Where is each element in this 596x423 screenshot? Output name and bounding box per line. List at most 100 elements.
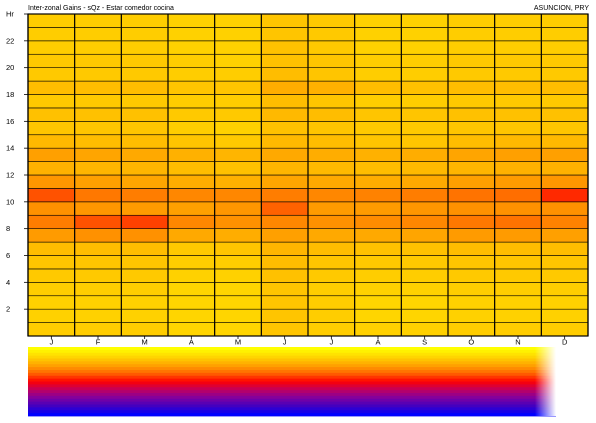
heatmap-cell	[121, 268, 169, 283]
heatmap-cell	[261, 282, 309, 297]
legend-band	[28, 390, 556, 394]
x-tick-label: A	[375, 338, 380, 346]
heatmap-cell	[494, 308, 542, 323]
heatmap-cell	[214, 268, 262, 283]
heatmap-cell	[401, 134, 449, 149]
heatmap-cell	[74, 13, 122, 28]
heatmap-cell	[214, 80, 262, 95]
heatmap-cell	[541, 201, 589, 216]
heatmap-cell	[541, 134, 589, 149]
heatmap-cell	[354, 161, 402, 176]
heatmap-cell	[167, 255, 215, 270]
heatmap-cell	[214, 241, 262, 256]
heatmap-cell	[401, 268, 449, 283]
heatmap-cell	[261, 13, 309, 28]
heatmap-cell	[401, 121, 449, 136]
heatmap-cell	[447, 214, 495, 229]
heatmap-cell	[354, 241, 402, 256]
heatmap-cell	[541, 214, 589, 229]
heatmap-cell	[74, 134, 122, 149]
heatmap-cell	[261, 40, 309, 55]
heatmap-cell	[354, 295, 402, 310]
heatmap-cell	[494, 107, 542, 122]
heatmap-cell	[354, 147, 402, 162]
heatmap-cell	[354, 268, 402, 283]
heatmap-cell	[74, 188, 122, 203]
heatmap-cell	[307, 188, 355, 203]
x-tick-label: N	[515, 338, 520, 346]
heatmap-cell	[121, 295, 169, 310]
y-tick-label: 20	[6, 63, 14, 72]
heatmap-cell	[27, 322, 75, 337]
heatmap-cell	[167, 228, 215, 243]
heatmap-cell	[447, 241, 495, 256]
heatmap-cell	[214, 107, 262, 122]
heatmap-cell	[401, 13, 449, 28]
heatmap-cell	[541, 228, 589, 243]
heatmap-cell	[447, 67, 495, 82]
heatmap-cell	[307, 80, 355, 95]
heatmap-cell	[121, 13, 169, 28]
heatmap-cell	[307, 161, 355, 176]
heatmap-cell	[214, 67, 262, 82]
heatmap-cell	[167, 53, 215, 68]
heatmap-cell	[121, 214, 169, 229]
heatmap-cell	[401, 282, 449, 297]
heatmap-cell	[167, 174, 215, 189]
y-tick-label: Hr	[6, 10, 14, 19]
heatmap-cell	[121, 322, 169, 337]
heatmap-cell	[494, 94, 542, 109]
x-tick-label: M	[142, 338, 148, 346]
heatmap-cell	[261, 201, 309, 216]
heatmap-cell	[214, 13, 262, 28]
heatmap-cell	[307, 201, 355, 216]
x-tick-label: D	[562, 338, 568, 346]
heatmap-cell	[494, 255, 542, 270]
heatmap-cell	[74, 214, 122, 229]
heatmap-cell	[27, 282, 75, 297]
heatmap-cell	[74, 121, 122, 136]
heatmap-cell	[121, 228, 169, 243]
heatmap-cell	[167, 322, 215, 337]
heatmap-cell	[354, 80, 402, 95]
heatmap-cell	[307, 67, 355, 82]
heatmap-cell	[354, 174, 402, 189]
heatmap-cell	[541, 268, 589, 283]
heatmap-cell	[541, 53, 589, 68]
heatmap-cell	[74, 67, 122, 82]
x-tick-label: J	[329, 338, 333, 346]
heatmap-cell	[121, 134, 169, 149]
heatmap-cell	[214, 201, 262, 216]
heatmap-cell	[401, 322, 449, 337]
heatmap-cell	[121, 107, 169, 122]
heatmap-cell	[307, 13, 355, 28]
heatmap-cell	[447, 308, 495, 323]
x-tick-label: S	[422, 338, 427, 346]
heatmap-cell	[541, 241, 589, 256]
heatmap-cell	[27, 67, 75, 82]
heatmap-cell	[541, 174, 589, 189]
legend-band	[28, 395, 556, 400]
heatmap-cell	[494, 228, 542, 243]
heatmap-cell	[74, 201, 122, 216]
heatmap-cell	[401, 228, 449, 243]
heatmap-cell	[307, 107, 355, 122]
heatmap-cell	[354, 94, 402, 109]
heatmap-cell	[121, 161, 169, 176]
legend-band	[28, 370, 556, 374]
heatmap-cell	[121, 188, 169, 203]
heatmap-cell	[167, 214, 215, 229]
legend-band	[28, 375, 556, 380]
heatmap-cell	[494, 268, 542, 283]
heatmap-cell	[27, 295, 75, 310]
heatmap-cell	[74, 322, 122, 337]
heatmap-cell	[27, 80, 75, 95]
legend-band	[28, 407, 556, 411]
heatmap-cell	[354, 201, 402, 216]
heatmap-cell	[354, 308, 402, 323]
heatmap-cell	[494, 174, 542, 189]
heatmap-cell	[167, 80, 215, 95]
heatmap-cell	[494, 121, 542, 136]
heatmap-cell	[167, 121, 215, 136]
